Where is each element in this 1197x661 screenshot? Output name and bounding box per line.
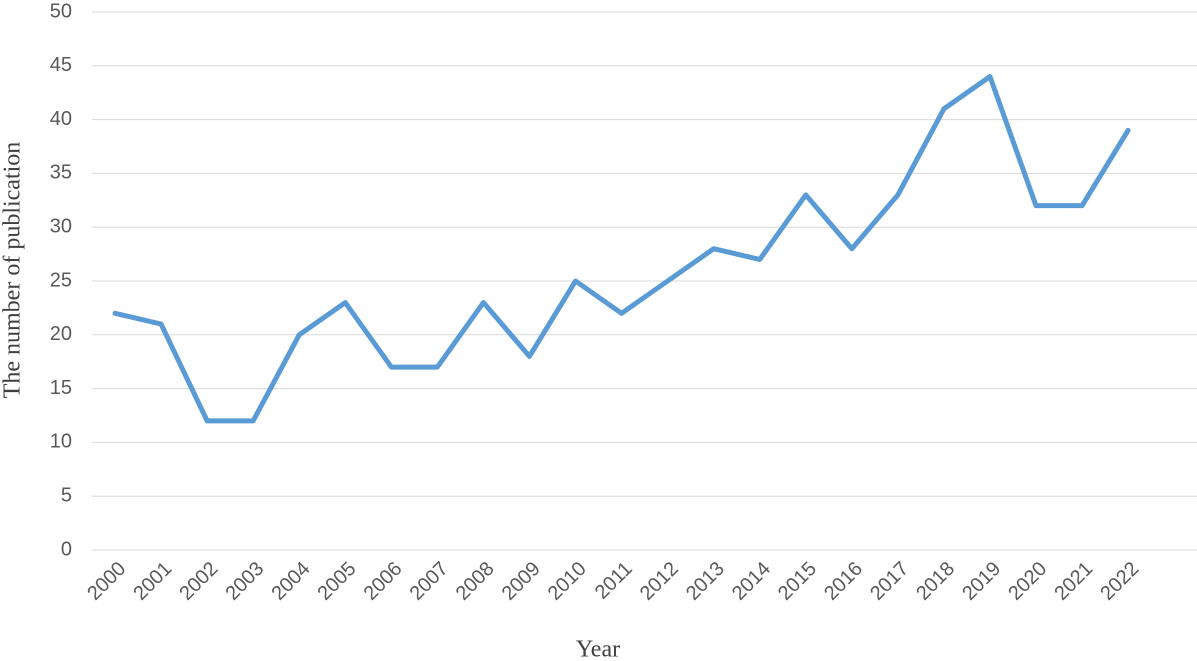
x-tick-label: 2001 — [129, 558, 176, 605]
y-axis-title: The number of publication — [0, 142, 26, 399]
y-tick-label: 5 — [61, 484, 72, 506]
y-tick-label: 40 — [50, 108, 72, 130]
x-tick-label: 2021 — [1050, 558, 1097, 605]
y-tick-label: 45 — [50, 54, 72, 76]
x-tick-label: 2010 — [544, 558, 591, 605]
y-tick-label: 15 — [50, 377, 72, 399]
x-tick-label: 2014 — [728, 558, 775, 605]
x-tick-label: 2000 — [83, 558, 130, 605]
x-tick-label: 2003 — [221, 558, 268, 605]
x-axis-title: Year — [576, 637, 620, 661]
x-tick-label: 2002 — [175, 558, 222, 605]
x-tick-label: 2007 — [406, 558, 453, 605]
x-tick-label: 2011 — [591, 558, 637, 604]
y-tick-label: 50 — [50, 0, 72, 22]
x-tick-label: 2022 — [1096, 558, 1143, 605]
x-tick-label: 2013 — [682, 558, 729, 605]
x-tick-label: 2019 — [958, 558, 1005, 605]
data-line — [112, 74, 1131, 424]
x-tick-label: 2009 — [498, 558, 545, 605]
x-tick-label: 2018 — [912, 558, 959, 605]
y-tick-label: 10 — [50, 431, 72, 453]
y-tick-label: 35 — [50, 162, 72, 184]
x-tick-label: 2016 — [820, 558, 867, 605]
x-tick-label: 2005 — [314, 558, 361, 605]
x-tick-label: 2017 — [866, 558, 913, 605]
y-tick-label: 20 — [50, 323, 72, 345]
y-tick-label: 25 — [50, 269, 72, 291]
x-tick-label: 2015 — [774, 558, 821, 605]
x-tick-label: 2020 — [1004, 558, 1051, 605]
x-tick-label: 2006 — [360, 558, 407, 605]
x-tick-label: 2008 — [452, 558, 499, 605]
x-tick-label: 2012 — [636, 558, 683, 605]
y-tick-label: 0 — [61, 538, 72, 560]
y-tick-label: 30 — [50, 215, 72, 237]
x-tick-label: 2004 — [267, 558, 314, 605]
